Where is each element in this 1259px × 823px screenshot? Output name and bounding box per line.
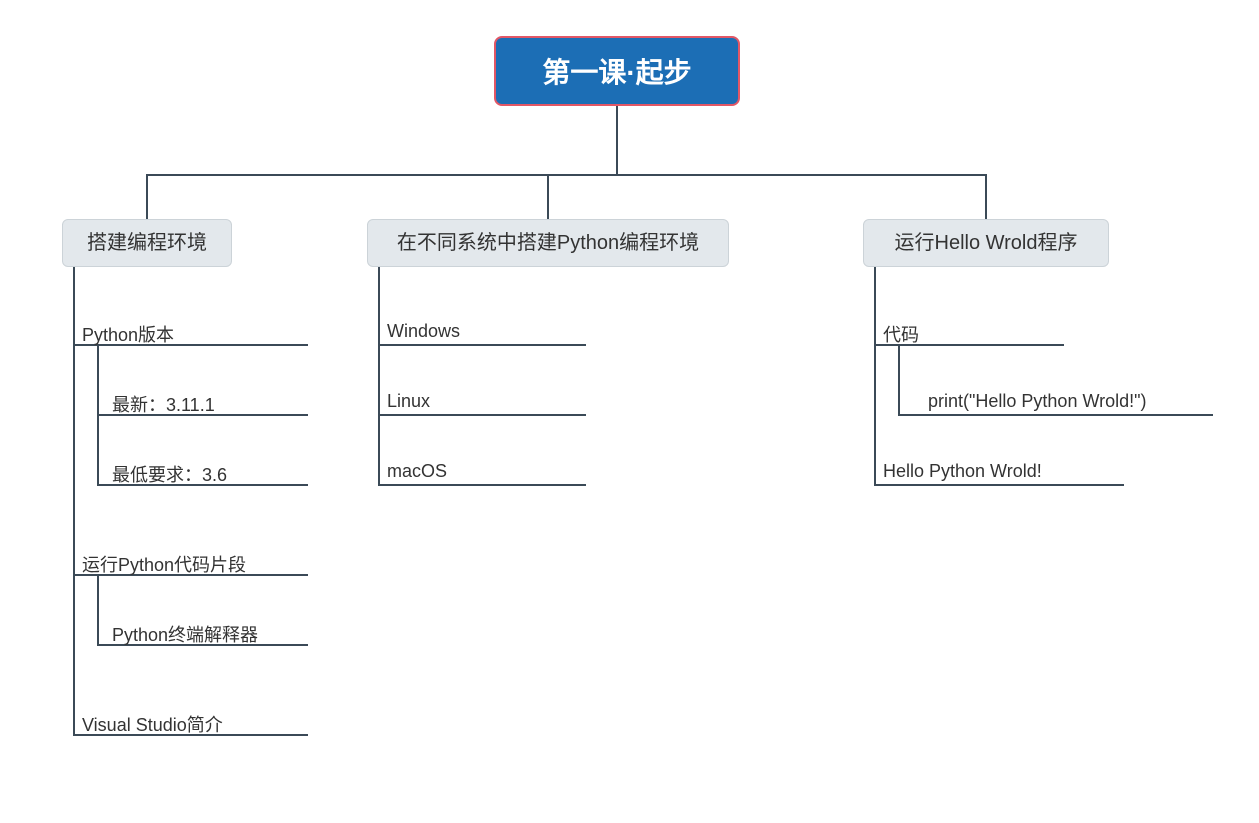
leaf-node: 运行Python代码片段 <box>82 547 307 583</box>
leaf-node: Linux <box>387 387 585 418</box>
branch-node: 在不同系统中搭建Python编程环境 <box>367 219 729 267</box>
leaf-node: print("Hello Python Wrold!") <box>928 387 1212 418</box>
leaf-node: Hello Python Wrold! <box>883 457 1123 488</box>
branch-node: 搭建编程环境 <box>62 219 232 267</box>
leaf-node: Windows <box>387 317 585 348</box>
leaf-node: Python终端解释器 <box>112 617 307 653</box>
leaf-node: Visual Studio简介 <box>82 707 307 743</box>
mindmap-canvas: 第一课·起步搭建编程环境 Python版本最新：3.11.1 最低要求：3.6 运行P… <box>0 0 1259 823</box>
leaf-node: macOS <box>387 457 585 488</box>
leaf-node: 最低要求：3.6 <box>112 457 307 493</box>
branch-node: 运行Hello Wrold程序 <box>863 219 1109 267</box>
leaf-node: 最新：3.11.1 <box>112 387 307 423</box>
leaf-node: 代码 <box>883 317 1063 353</box>
leaf-node: Python版本 <box>82 317 307 353</box>
root-node: 第一课·起步 <box>494 36 740 106</box>
